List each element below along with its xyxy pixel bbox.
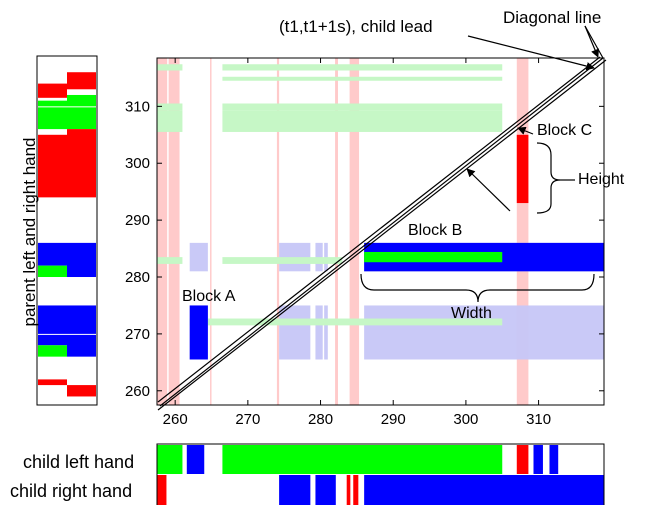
y-tick-label: 280 (125, 269, 150, 286)
parent-left-segment (38, 134, 67, 198)
y-tick-label: 290 (125, 212, 150, 229)
parent-right-segment (67, 94, 96, 130)
y-tick-label: 260 (125, 383, 150, 400)
parent-right-segment (67, 72, 96, 90)
arrow-block-c (517, 126, 534, 135)
x-tick-label: 260 (163, 411, 188, 428)
y-tick-label: 300 (125, 155, 150, 172)
x-tick-label: 310 (526, 411, 551, 428)
parent-left-segment (38, 242, 67, 266)
parent-strip-frame (36, 55, 98, 406)
child-right-segment (364, 475, 604, 505)
child-right-segment (353, 475, 359, 505)
light-segment (335, 58, 338, 405)
block-c-label: Block C (537, 122, 593, 139)
block-a-label: Block A (182, 288, 236, 305)
light-segment (157, 110, 183, 132)
parent-hands-axis-label: parent left and right hand (20, 137, 39, 327)
light-segment (349, 58, 360, 405)
parent-left-segment (38, 265, 67, 278)
child-strip-frame (156, 443, 605, 505)
child-left-hand-label: child left hand (23, 452, 135, 472)
parent-left-segment (38, 305, 67, 346)
light-segment (364, 305, 604, 360)
width-label: Width (451, 305, 492, 322)
x-tick-label: 290 (381, 411, 406, 428)
height-brace (536, 142, 561, 214)
parent-right-segment (67, 385, 96, 397)
diagonal-band (157, 56, 607, 411)
x-tick-label: 270 (235, 411, 260, 428)
light-segment (189, 318, 503, 326)
block-a (189, 305, 208, 360)
arrow-child-lead (467, 35, 595, 71)
child-lead-label: (t1,t1+1s), child lead (279, 17, 433, 36)
light-segment (168, 58, 180, 405)
child-left-segment (549, 445, 559, 474)
parent-right-segment (67, 242, 96, 278)
light-segment (210, 58, 212, 405)
parent-left-segment (38, 100, 67, 130)
parent-separator (38, 106, 96, 108)
light-segment (222, 76, 503, 81)
arrow-height (466, 168, 511, 212)
block-b-label: Block B (408, 222, 463, 239)
parent-hands-strip (38, 72, 96, 397)
diagram-blocks (189, 134, 604, 360)
y-tick-label: 270 (125, 326, 150, 343)
parent-separator (38, 333, 96, 335)
light-segment (157, 64, 183, 71)
child-hands-strip (157, 445, 604, 505)
light-segment (189, 242, 208, 272)
block-c (516, 134, 529, 204)
light-segment (324, 305, 328, 360)
light-segment (157, 257, 183, 264)
child-left-segment (186, 445, 205, 474)
light-segment (315, 305, 323, 360)
child-left-segment (157, 445, 183, 474)
light-segment (222, 257, 343, 264)
height-label: Height (578, 171, 625, 188)
block-b-inner-line (364, 251, 503, 263)
y-tick-label: 310 (125, 98, 150, 115)
child-right-segment (157, 475, 167, 505)
light-segment (157, 58, 168, 405)
diagonal-line-label: Diagonal line (503, 8, 602, 27)
parent-right-segment (67, 305, 96, 357)
child-left-segment (222, 445, 503, 474)
parent-left-segment (38, 83, 67, 98)
light-segment (222, 64, 503, 71)
parent-left-segment (38, 379, 67, 386)
child-right-segment (315, 475, 336, 505)
child-right-segment (279, 475, 311, 505)
child-right-hand-label: child right hand (10, 481, 133, 501)
width-brace (360, 273, 595, 303)
parent-right-segment (67, 129, 96, 198)
x-tick-label: 300 (453, 411, 478, 428)
light-segment (276, 58, 280, 405)
light-segment (222, 110, 503, 132)
arrow-diagonal-b (584, 25, 604, 59)
arrow-diagonal-a (584, 25, 599, 58)
child-left-segment (516, 445, 529, 474)
plot-frame (156, 57, 605, 406)
parent-separator (38, 302, 96, 304)
light-segment (222, 103, 503, 111)
light-segment (157, 103, 183, 111)
child-left-segment (533, 445, 543, 474)
x-tick-label: 280 (308, 411, 333, 428)
axis-ticks (157, 58, 604, 405)
light-segment (516, 58, 529, 405)
parent-left-segment (38, 345, 67, 357)
annotation-arrows (360, 25, 604, 303)
parent-separator (38, 220, 96, 222)
light-segment (279, 305, 311, 360)
child-right-segment (346, 475, 351, 505)
